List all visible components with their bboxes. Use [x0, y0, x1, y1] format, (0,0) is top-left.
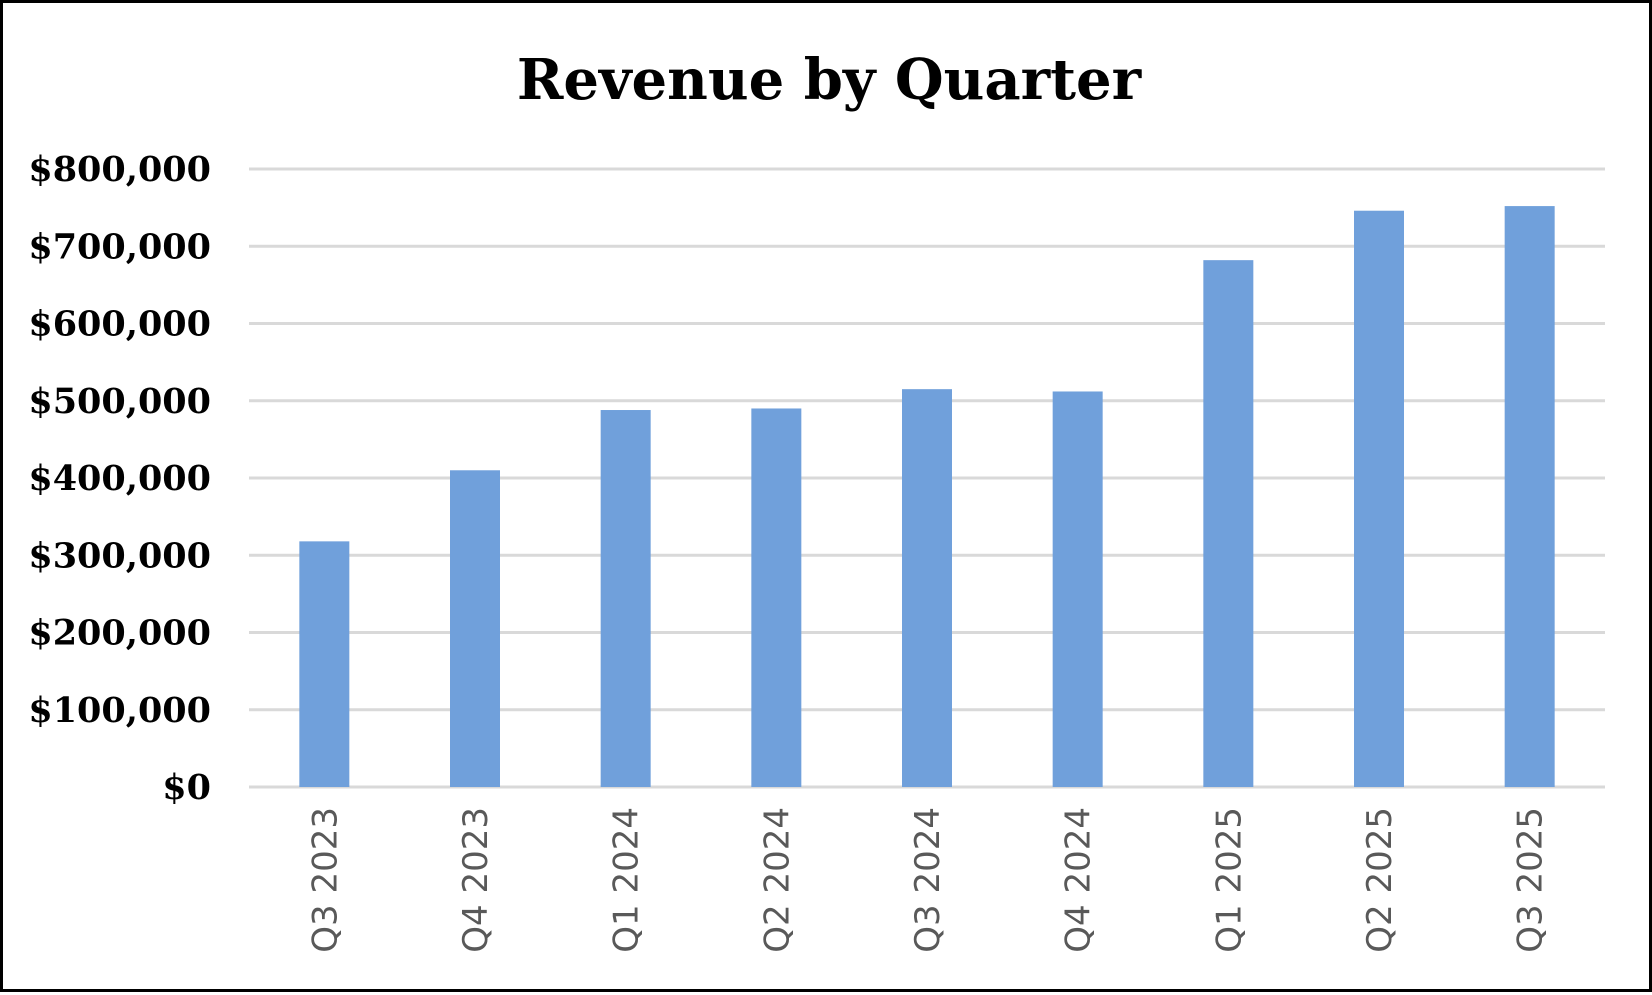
chart-title: Revenue by Quarter	[517, 47, 1143, 113]
revenue-bar-chart: Revenue by Quarter $0 $100,000 $200,000 $30…	[28, 47, 1605, 953]
bar-q2-2025	[1354, 210, 1404, 788]
bar-q3-2024	[902, 389, 952, 787]
bars	[299, 206, 1555, 788]
y-axis-tick-labels: $0 $100,000 $200,000 $300,000 $400,000 $500,0…	[28, 149, 211, 808]
bar-q4-2023	[450, 470, 500, 787]
bar-q1-2025	[1203, 260, 1254, 787]
y-tick-label: $600,000	[28, 304, 211, 345]
x-tick-label: Q3 2025	[1511, 807, 1551, 953]
bar-q3-2025	[1504, 206, 1555, 787]
bar-q2-2024	[751, 408, 802, 787]
x-tick-label: Q4 2023	[456, 807, 496, 953]
y-tick-label: $0	[162, 767, 211, 808]
bar-q4-2024	[1052, 391, 1103, 787]
y-tick-label: $700,000	[28, 226, 211, 267]
y-tick-label: $100,000	[28, 690, 211, 731]
bar-q1-2024	[600, 410, 651, 787]
x-tick-label: Q1 2025	[1209, 807, 1249, 953]
y-tick-label: $800,000	[28, 149, 211, 190]
x-axis-tick-labels: Q3 2023 Q4 2023 Q1 2024 Q2 2024 Q3 2024 Q4 20…	[305, 807, 1550, 953]
x-tick-label: Q2 2025	[1360, 807, 1400, 953]
y-tick-label: $500,000	[28, 381, 211, 422]
x-tick-label: Q3 2024	[908, 807, 948, 953]
x-tick-label: Q1 2024	[607, 807, 647, 953]
bar-q3-2023	[299, 541, 350, 787]
x-tick-label: Q2 2024	[757, 807, 797, 953]
y-tick-label: $400,000	[28, 458, 211, 499]
x-tick-label: Q4 2024	[1059, 807, 1099, 953]
y-tick-label: $200,000	[28, 613, 211, 654]
y-tick-label: $300,000	[28, 535, 211, 576]
x-tick-label: Q3 2023	[305, 807, 345, 953]
